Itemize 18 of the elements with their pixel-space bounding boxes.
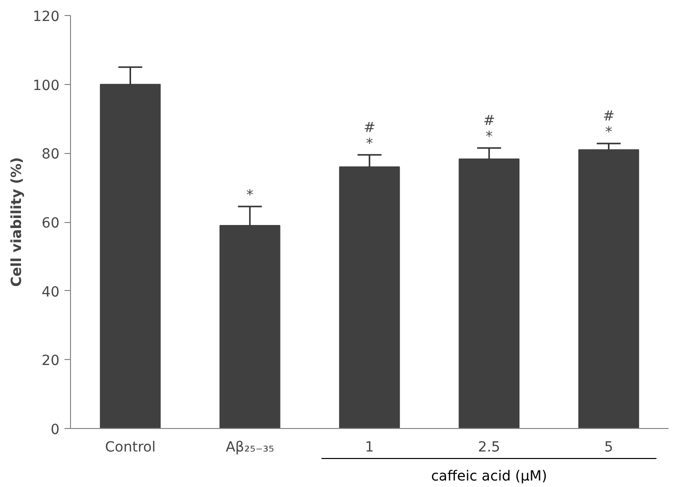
y-tick-label: 40	[42, 284, 60, 300]
x-tick-label: 1	[365, 440, 374, 456]
y-tick-label: 60	[42, 216, 60, 232]
x-tick-label: Control	[104, 440, 156, 456]
annotation: # *	[602, 108, 615, 141]
text: caffeic acid (μM)	[431, 468, 548, 484]
x-tick-label: 5	[604, 440, 614, 456]
y-tick-label: 0	[50, 422, 60, 438]
x-tick-label: Aβ₂₅₋₃₅	[226, 440, 274, 456]
annotation: # *	[483, 113, 495, 146]
y-tick-label: 80	[42, 146, 60, 163]
y-tick-label: 100	[32, 78, 60, 94]
annotation: *	[246, 188, 254, 204]
y-tick-label: 20	[42, 353, 60, 370]
annotation: # *	[364, 120, 376, 152]
y-tick-label: 120	[32, 9, 60, 25]
y-axis-title: Cell viability (%)	[8, 157, 25, 287]
x-tick-label: 2.5	[478, 440, 500, 456]
